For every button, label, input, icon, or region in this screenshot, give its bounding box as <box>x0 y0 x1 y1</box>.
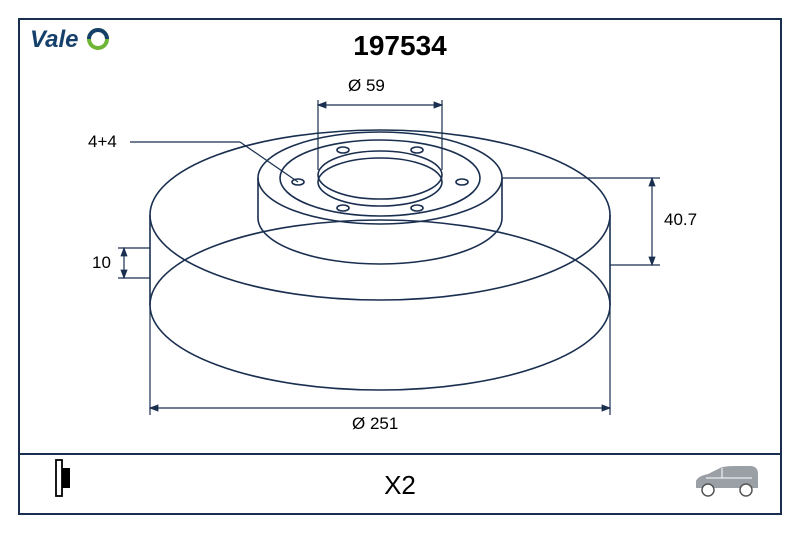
part-number: 197534 <box>353 30 446 62</box>
disc-side-icon <box>54 458 76 503</box>
dim-bore: Ø 59 <box>348 76 385 96</box>
dim-height: 40.7 <box>664 210 697 230</box>
valeo-logo: Vale <box>30 26 118 54</box>
car-icon <box>692 464 762 503</box>
footer-divider <box>20 453 780 455</box>
dim-hole-pattern: 4+4 <box>88 132 117 152</box>
dim-thickness: 10 <box>92 253 111 273</box>
dim-outer: Ø 251 <box>352 414 398 434</box>
svg-text:Vale: Vale <box>30 26 78 53</box>
brake-disc-diagram: Ø 59 4+4 10 40.7 Ø 251 <box>100 70 720 440</box>
drawing-frame: Vale 197534 <box>18 18 782 515</box>
quantity-label: X2 <box>384 470 416 501</box>
